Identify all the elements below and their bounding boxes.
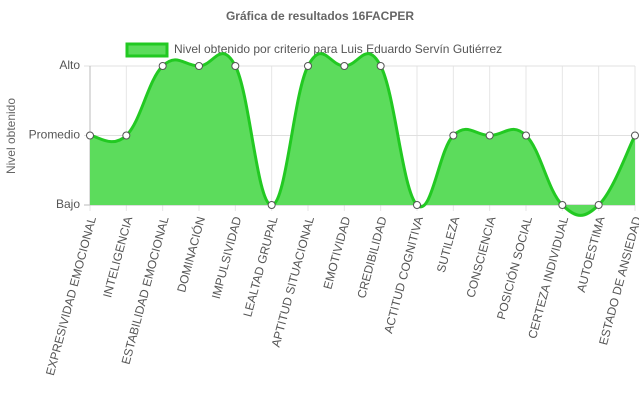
x-tick-label: POSICIÓN SOCIAL [493,214,535,321]
point [522,131,530,140]
x-tick-label: AUTOESTIMA [574,215,608,294]
x-tick-label: CREDIBILIDAD [354,215,389,300]
point [449,131,458,140]
x-tick-label: ACTITUD COGNITIVA [381,215,426,335]
point [195,62,203,70]
point [485,131,494,140]
point [267,201,276,209]
x-tick-label: CONSCIENCIA [464,215,499,299]
chart-title: Gráfica de resultados 16FACPER [226,9,414,23]
point [594,201,603,209]
y-tick-label: Bajo [56,197,80,211]
x-tick-label: INTELIGENCIA [100,215,135,299]
point [631,131,639,140]
point [86,131,94,140]
x-tick-label: LEALTAD GRUPAL [240,215,280,319]
area [90,53,635,216]
point [122,131,131,140]
point [304,62,312,70]
point [558,201,567,209]
x-tick-label: EXPRESIVIDAD EMOCIONAL [43,215,99,377]
point [340,62,349,70]
y-axis-title: Nivel obtenido [4,98,18,174]
legend-label: Nivel obtenido por criterio para Luis Ed… [174,42,502,56]
x-tick-label: CERTEZA INDIVIDUAL [525,215,571,340]
point [158,62,167,70]
point [376,62,385,70]
point [231,62,240,70]
x-tick-label: DOMINACIÓN [173,215,208,294]
y-tick-label: Promedio [29,128,81,142]
point [413,201,421,209]
x-tick-label: EMOTIVIDAD [320,215,353,291]
legend-swatch [125,42,169,58]
line [89,52,637,217]
x-tick-label: IMPULSIVIDAD [209,215,245,301]
x-tick-label: SUTILEZA [434,215,462,274]
y-tick-label: Alto [59,58,80,72]
